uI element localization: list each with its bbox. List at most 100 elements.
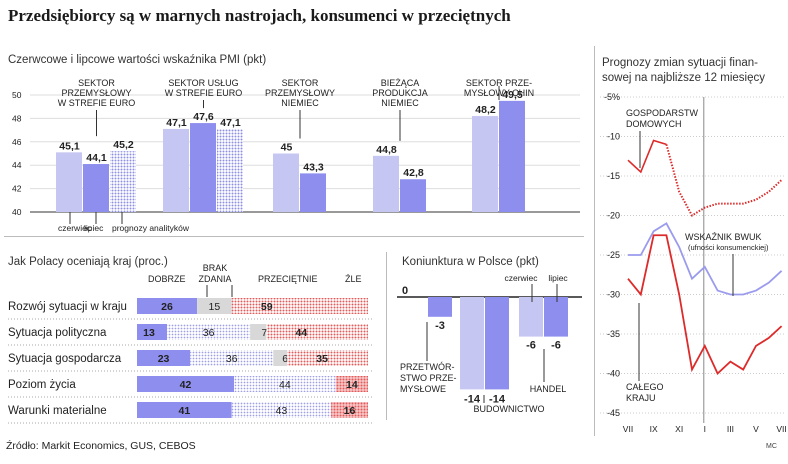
oceny-segment-brak bbox=[273, 350, 288, 366]
koniunktura-bar-czerwiec bbox=[460, 297, 484, 390]
pmi-bar-lipiec bbox=[300, 173, 326, 212]
pmi-bar-prognozy bbox=[110, 151, 136, 212]
pmi-bar-lipiec bbox=[190, 123, 216, 212]
oceny-row-label: Poziom życia bbox=[8, 379, 76, 391]
pmi-bar-value-label: 44,1 bbox=[86, 152, 107, 164]
pmi-bar-value-label: 48,2 bbox=[475, 104, 496, 116]
pmi-bar-czerwiec bbox=[373, 155, 399, 212]
pmi-ytick-label: 40 bbox=[12, 207, 22, 217]
oceny-segment-zle bbox=[231, 298, 368, 314]
oceny-segment-value: 7 bbox=[261, 327, 267, 339]
prognozy-xtick-label: V bbox=[753, 424, 759, 434]
prognozy-ytick-label: -40 bbox=[607, 369, 620, 379]
prognozy-xtick-label: I bbox=[704, 424, 706, 434]
koniunktura-bar-czerwiec bbox=[519, 297, 543, 337]
pmi-group-label: SEKTOR bbox=[282, 78, 319, 88]
koniunktura-legend-czerwiec: czerwiec bbox=[504, 273, 538, 283]
oceny-segment-value: 14 bbox=[346, 379, 358, 391]
pmi-ytick-label: 46 bbox=[12, 137, 22, 147]
pmi-ytick-label: 44 bbox=[12, 160, 22, 170]
oceny-segment-dobrze bbox=[137, 376, 235, 392]
pmi-group-label: W STREFIE EURO bbox=[165, 88, 243, 98]
pmi-bar-value-label: 47,1 bbox=[220, 117, 241, 129]
pmi-group-label: NIEMIEC bbox=[381, 98, 419, 108]
prognozy-annotation-bwuk: WSKAŹNIK BWUK bbox=[685, 232, 762, 242]
koniunktura-group-label: PRZETWÓR- bbox=[400, 362, 455, 372]
koniunktura-value-label: -6 bbox=[526, 340, 536, 352]
page-title: Przedsiębiorcy są w marnych nastrojach, … bbox=[8, 6, 511, 25]
oceny-segment-przecietnie bbox=[234, 376, 336, 392]
oceny-segment-dobrze bbox=[137, 402, 232, 418]
prognozy-ytick-label: -10 bbox=[607, 132, 620, 142]
prognozy-xtick-label: VII bbox=[776, 424, 786, 434]
pmi-bar-value-label: 45,1 bbox=[59, 140, 80, 152]
pmi-title: Czerwcowe i lipcowe wartości wskaźnika P… bbox=[8, 54, 267, 66]
oceny-row-label: Sytuacja gospodarcza bbox=[8, 353, 122, 365]
pmi-legend-label: prognozy analityków bbox=[112, 223, 190, 233]
pmi-group-label: SEKTOR bbox=[78, 78, 115, 88]
pmi-group-label: W STREFIE EURO bbox=[58, 98, 136, 108]
oceny-segment-value: 13 bbox=[143, 327, 155, 339]
pmi-bar-lipiec bbox=[83, 164, 109, 212]
oceny-segment-value: 44 bbox=[296, 327, 308, 339]
prognozy-annotation-gospodarstw: DOMOWYCH bbox=[626, 119, 682, 129]
pmi-ytick-label: 50 bbox=[12, 90, 22, 100]
prognozy-xtick-label: III bbox=[727, 424, 734, 434]
oceny-segment-value: 6 bbox=[282, 353, 288, 365]
oceny-segment-brak bbox=[197, 298, 232, 314]
koniunktura-group-label: STWO PRZE- bbox=[400, 373, 457, 383]
oceny-segment-value: 16 bbox=[344, 405, 356, 417]
pmi-bar-czerwiec bbox=[273, 153, 299, 212]
prognozy-xtick-label: IX bbox=[650, 424, 658, 434]
oceny-title: Jak Polacy oceniają kraj (proc.) bbox=[8, 256, 168, 268]
prognozy-series-line bbox=[628, 222, 783, 296]
pmi-bar-value-label: 44,8 bbox=[376, 144, 397, 156]
prognozy-ytick-label: -25 bbox=[607, 250, 620, 260]
pmi-group-label: PRZEMYSŁOWY bbox=[265, 88, 335, 98]
oceny-header-brak: BRAK bbox=[203, 263, 228, 273]
pmi-bar-czerwiec bbox=[163, 128, 189, 212]
koniunktura-value-label: -14 bbox=[489, 393, 506, 405]
pmi-bar-value-label: 45,2 bbox=[113, 139, 134, 151]
oceny-segment-value: 23 bbox=[158, 353, 170, 365]
pmi-ytick-label: 42 bbox=[12, 184, 22, 194]
prognozy-ytick-label: -20 bbox=[607, 211, 620, 221]
prognozy-xtick-label: XI bbox=[675, 424, 683, 434]
koniunktura-bar-lipiec bbox=[544, 297, 568, 337]
pmi-bar-czerwiec bbox=[56, 152, 82, 212]
prognozy-annotation-gospodarstw: GOSPODARSTW bbox=[626, 108, 699, 118]
koniunktura-group-label: HANDEL bbox=[530, 384, 567, 394]
oceny-segment-value: 26 bbox=[161, 301, 173, 313]
pmi-legend-label: lipiec bbox=[84, 223, 104, 233]
oceny-segment-value: 44 bbox=[279, 379, 291, 391]
pmi-legend-label: czerwiec bbox=[58, 223, 92, 233]
koniunktura-legend-lipiec: lipiec bbox=[548, 273, 568, 283]
oceny-segment-przecietnie bbox=[167, 324, 251, 340]
prognozy-xtick-label: VII bbox=[623, 424, 633, 434]
oceny-header-dobrze: DOBRZE bbox=[148, 274, 186, 284]
pmi-bar-value-label: 43,3 bbox=[303, 161, 324, 173]
oceny-segment-zle bbox=[266, 324, 368, 340]
divider-vertical-mid bbox=[386, 252, 387, 420]
oceny-segment-zle bbox=[335, 376, 368, 392]
pmi-bar-czerwiec bbox=[472, 116, 498, 212]
oceny-segment-przecietnie bbox=[231, 402, 332, 418]
pmi-bar-value-label: 45 bbox=[281, 142, 293, 154]
pmi-bar-lipiec bbox=[499, 100, 525, 212]
prognozy-annotation-calego: CAŁEGO bbox=[626, 382, 664, 392]
pmi-group-label: PRODUKCJA bbox=[372, 88, 428, 98]
oceny-segment-dobrze bbox=[137, 298, 198, 314]
pmi-group-label: SEKTOR USŁUG bbox=[168, 78, 238, 88]
pmi-bar-value-label: 49,5 bbox=[502, 89, 523, 101]
oceny-segment-value: 35 bbox=[316, 353, 328, 365]
oceny-segment-value: 43 bbox=[276, 405, 288, 417]
pmi-bar-value-label: 47,1 bbox=[166, 117, 187, 129]
pmi-group-label: NIEMIEC bbox=[281, 98, 319, 108]
pmi-bar-prognozy bbox=[217, 128, 243, 212]
oceny-segment-przecietnie bbox=[190, 350, 274, 366]
pmi-group-label: PRZEMYSŁOWY bbox=[61, 88, 131, 98]
pmi-bar-value-label: 47,6 bbox=[193, 111, 214, 123]
prognozy-ytick-label: -45 bbox=[607, 408, 620, 418]
oceny-header-przecietnie: PRZECIĘTNIE bbox=[258, 274, 318, 284]
